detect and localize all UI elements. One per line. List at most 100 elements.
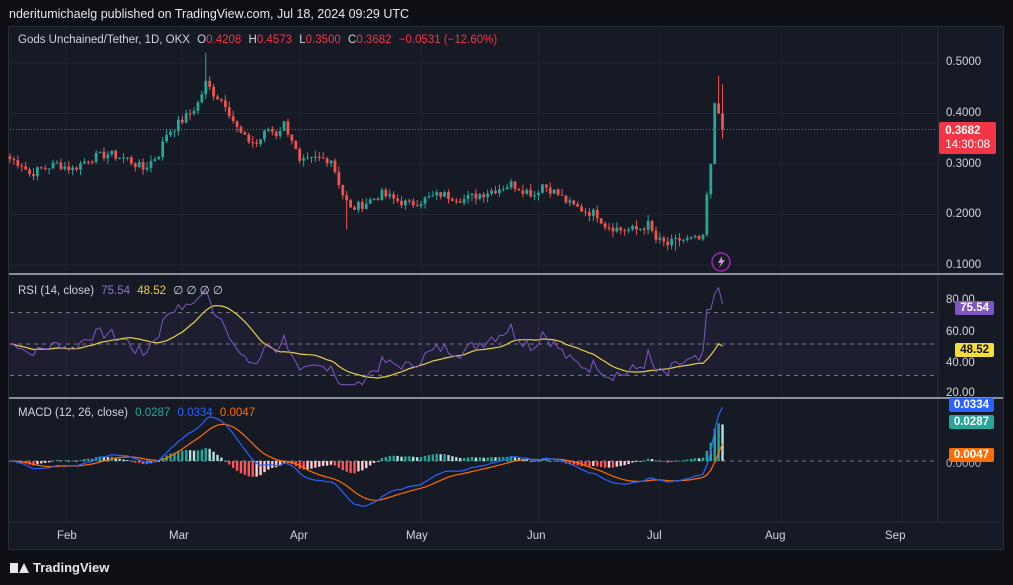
candle-body: [638, 228, 642, 230]
candle-body: [568, 200, 572, 203]
candle-body: [713, 103, 717, 164]
candle-body: [16, 160, 20, 166]
candle-body: [490, 190, 493, 194]
candle-body: [357, 201, 360, 210]
candle-body: [102, 151, 106, 159]
candle-body: [588, 211, 591, 216]
candle-body: [220, 99, 223, 101]
macd-hist-bar: [486, 457, 489, 461]
candle-body: [396, 198, 399, 201]
candle-body: [674, 237, 677, 239]
candle-body: [98, 151, 102, 153]
macd-hist-bar: [470, 456, 474, 461]
time-label-may: May: [406, 530, 428, 542]
candle-body: [407, 200, 411, 202]
candle-body: [364, 203, 368, 209]
macd-hist-bar: [529, 460, 532, 462]
candle-body: [313, 156, 317, 158]
candle-body: [79, 163, 82, 170]
macd-hist-bar: [611, 461, 615, 468]
candle-body: [384, 189, 388, 197]
macd-hist-bar: [678, 460, 681, 462]
candle-body: [404, 200, 407, 206]
macd-hist-bar: [404, 456, 407, 461]
candle-body: [286, 121, 290, 135]
candle-body: [689, 237, 693, 239]
candle-body: [274, 131, 278, 136]
macd-hist-bar: [447, 455, 450, 461]
candle-body: [552, 189, 556, 194]
candle-body: [595, 209, 599, 219]
rsi-tick-60: 60.00: [946, 326, 975, 338]
change-value: −0.0531 (−12.60%): [398, 34, 498, 46]
countdown-value: 14:30:08: [945, 139, 990, 151]
price-tick-0: 0.5000: [946, 56, 982, 68]
candle-body: [368, 199, 372, 204]
candle-body: [560, 194, 564, 196]
macd-hist-bar: [188, 450, 192, 461]
candle-body: [360, 201, 364, 209]
macd-hist-bar: [596, 461, 599, 467]
macd-hist-bar: [412, 456, 415, 461]
candle-body: [599, 218, 603, 224]
candle-body: [439, 192, 443, 197]
candle-body: [685, 237, 689, 240]
tradingview-logo[interactable]: TradingView: [10, 560, 109, 575]
macd-hist-bar: [415, 457, 419, 461]
macd-hist-bar: [502, 456, 505, 461]
macd-hist-bar: [181, 450, 184, 461]
candle-body: [478, 194, 482, 199]
macd-hist-bar: [599, 461, 603, 468]
macd-hist-bar: [509, 456, 513, 461]
candle-body: [243, 132, 247, 135]
candle-body: [59, 162, 63, 170]
macd-hist-bar: [498, 457, 501, 461]
macd-hist-bar: [654, 460, 658, 462]
candle-body: [321, 157, 325, 159]
candle-body: [208, 80, 212, 87]
macd-hist-bar: [63, 460, 67, 462]
candle-body: [161, 141, 165, 158]
price-pane: [8, 52, 937, 272]
candle-body: [231, 115, 235, 122]
candle-body: [200, 94, 204, 103]
candle-body: [333, 160, 337, 173]
last-price-tag: 0.3682 14:30:08: [939, 122, 996, 154]
candle-body: [646, 220, 650, 230]
candle-body: [263, 130, 266, 140]
candle-body: [501, 189, 505, 191]
macd-legend: MACD (12, 26, close) 0.0287 0.0334 0.004…: [18, 407, 259, 419]
candle-body: [141, 162, 145, 170]
macd-hist-bar: [75, 460, 78, 462]
macd-hist-bar: [122, 459, 125, 461]
macd-hist-bar: [545, 459, 548, 461]
macd-hist-bar: [216, 454, 219, 461]
macd-hist-bar: [392, 455, 395, 461]
time-label-feb: Feb: [57, 530, 77, 542]
macd-hist-bar: [263, 461, 266, 473]
candle-body: [681, 239, 685, 241]
candle-body: [345, 195, 349, 201]
candle-body: [709, 164, 713, 195]
candle-body: [635, 225, 638, 230]
macd-hist-bar: [592, 461, 595, 466]
candle-body: [90, 161, 94, 163]
candle-body: [298, 148, 302, 161]
macd-hist-bar: [365, 461, 368, 469]
macd-hist-bar: [662, 461, 666, 462]
macd-hist-bar: [228, 461, 231, 465]
candle-body: [341, 185, 345, 196]
candle-body: [717, 103, 721, 114]
macd-hist-bar: [646, 458, 650, 461]
candle-body: [705, 194, 709, 235]
last-price-value: 0.3682: [945, 125, 981, 137]
macd-hist-bar: [686, 459, 689, 461]
candle-body: [75, 167, 78, 170]
top-bar: nderitumichaelg published on TradingView…: [0, 0, 1013, 28]
tradingview-logo-icon: [10, 561, 29, 575]
candle-body: [270, 129, 274, 132]
candle-body: [184, 113, 188, 123]
macd-hist-bar: [697, 458, 701, 461]
candle-body: [153, 159, 157, 162]
